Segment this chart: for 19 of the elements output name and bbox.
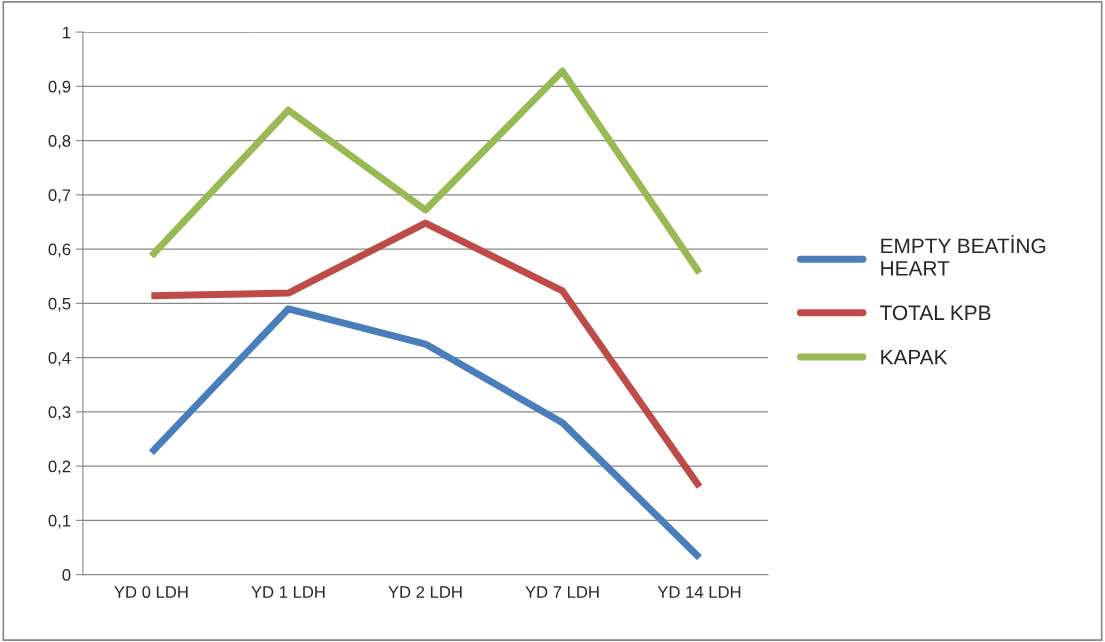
- y-tick-label: 0,8: [48, 135, 71, 149]
- x-tick-label: YD 2 LDH: [388, 586, 462, 598]
- y-tick-label: 0,6: [48, 243, 71, 258]
- y-tick-label: 0: [62, 568, 71, 581]
- y-tick-label: 0,9: [48, 80, 71, 95]
- x-tick-label: YD 7 LDH: [525, 586, 599, 598]
- y-tick-label: 0,4: [48, 352, 71, 366]
- x-tick-label: YD 14 LDH: [657, 586, 741, 598]
- legend-label: EMPTY BEATİNG HEART: [881, 235, 1046, 276]
- legend-label: KAPAK: [881, 350, 948, 365]
- y-tick-label: 0,2: [48, 460, 71, 475]
- y-tick-label: 0,1: [48, 514, 71, 529]
- y-tick-label: 1: [63, 26, 71, 39]
- y-tick-label: 0,7: [48, 189, 71, 204]
- y-tick-label: 0,5: [48, 297, 71, 312]
- x-tick-label: YD 1 LDH: [251, 586, 325, 598]
- y-tick-label: 0,3: [48, 406, 71, 421]
- legend-label: TOTAL KPB: [880, 305, 991, 321]
- x-tick-label: YD 0 LDH: [114, 586, 188, 598]
